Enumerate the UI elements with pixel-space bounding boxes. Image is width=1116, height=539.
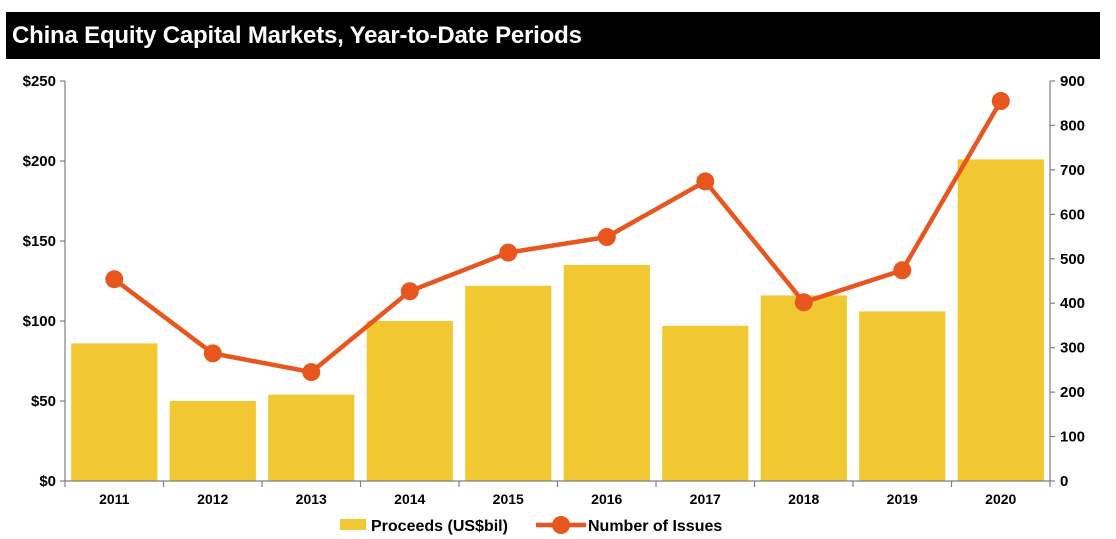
right-tick-label: 900 bbox=[1060, 73, 1085, 90]
right-tick-label: 500 bbox=[1060, 251, 1085, 268]
bar-2012 bbox=[169, 401, 256, 481]
issues-point-2015 bbox=[499, 243, 518, 262]
issues-point-2019 bbox=[893, 261, 912, 280]
right-tick-label: 600 bbox=[1060, 206, 1085, 223]
issues-point-2014 bbox=[400, 282, 419, 301]
legend-swatch-proceeds bbox=[340, 519, 366, 530]
chart-title: China Equity Capital Markets, Year-to-Da… bbox=[6, 12, 1100, 59]
right-tick-label: 100 bbox=[1060, 429, 1085, 446]
bar-2020 bbox=[957, 159, 1044, 481]
x-tick-label: 2011 bbox=[99, 491, 130, 507]
left-tick-label: $50 bbox=[31, 393, 56, 410]
x-tick-label: 2017 bbox=[690, 491, 721, 507]
x-tick-label: 2014 bbox=[394, 491, 425, 507]
legend-label-issues: Number of Issues bbox=[588, 518, 722, 535]
left-tick-label: $0 bbox=[39, 473, 56, 490]
x-tick-label: 2019 bbox=[887, 491, 918, 507]
bar-2013 bbox=[268, 394, 355, 481]
left-tick-label: $200 bbox=[23, 153, 56, 170]
issues-point-2012 bbox=[203, 344, 222, 363]
right-tick-label: 700 bbox=[1060, 162, 1085, 179]
issues-point-2018 bbox=[794, 293, 813, 312]
bar-2015 bbox=[465, 285, 552, 481]
bar-2014 bbox=[366, 321, 453, 481]
issues-point-2016 bbox=[597, 228, 616, 246]
issues-line bbox=[112, 99, 1003, 375]
issues-point-2020 bbox=[991, 92, 1010, 110]
legend: Proceeds (US$bil) Number of Issues bbox=[340, 516, 722, 535]
x-tick-label: 2016 bbox=[591, 491, 622, 507]
legend-marker-issues bbox=[552, 516, 570, 534]
left-tick-label: $100 bbox=[23, 313, 56, 330]
right-tick-label: 400 bbox=[1060, 295, 1085, 312]
right-tick-label: 200 bbox=[1060, 384, 1085, 401]
axes-layer: $0 $50 $100 $150 $200 $250 0 100 200 300 400 500 600… bbox=[23, 73, 1085, 507]
bar-2011 bbox=[71, 343, 158, 481]
line-layer bbox=[105, 92, 1010, 382]
bars-layer bbox=[71, 159, 1044, 481]
right-tick-label: 0 bbox=[1060, 473, 1068, 490]
bar-2017 bbox=[662, 325, 749, 481]
x-tick-label: 2012 bbox=[197, 491, 228, 507]
right-tick-label: 800 bbox=[1060, 117, 1085, 134]
left-tick-label: $150 bbox=[23, 233, 56, 250]
left-tick-label: $250 bbox=[23, 73, 56, 90]
bar-2018 bbox=[760, 295, 847, 481]
issues-point-2011 bbox=[105, 270, 124, 289]
x-tick-label: 2018 bbox=[788, 491, 819, 507]
x-tick-label: 2020 bbox=[985, 491, 1016, 507]
issues-point-2013 bbox=[302, 363, 321, 382]
issues-point-2017 bbox=[696, 172, 715, 191]
legend-label-proceeds: Proceeds (US$bil) bbox=[371, 518, 508, 535]
bar-2016 bbox=[563, 265, 650, 481]
right-tick-label: 300 bbox=[1060, 340, 1085, 357]
x-tick-label: 2013 bbox=[296, 491, 327, 507]
x-tick-label: 2015 bbox=[493, 491, 524, 507]
bar-2019 bbox=[859, 311, 946, 481]
